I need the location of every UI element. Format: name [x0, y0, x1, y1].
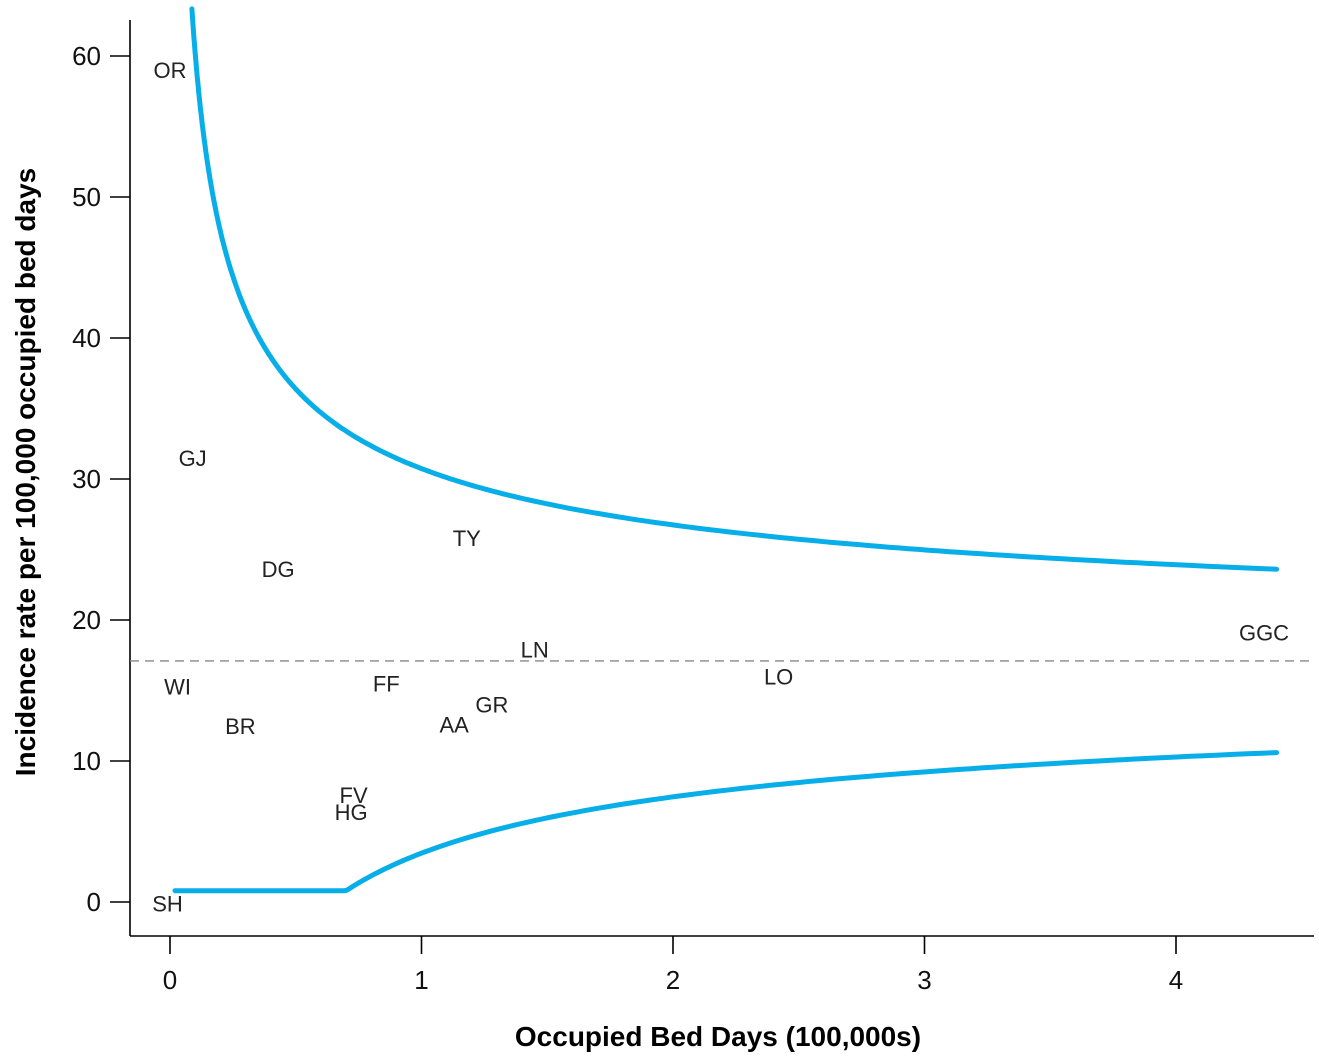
- y-ticks: 0 10 20 30 40 50 60: [72, 41, 130, 917]
- x-tick-label: 3: [917, 965, 931, 995]
- y-tick-label: 30: [72, 464, 101, 494]
- y-tick-label: 40: [72, 323, 101, 353]
- x-tick-label: 4: [1169, 965, 1183, 995]
- point-label-ff: FF: [373, 671, 400, 696]
- upper-control-limit: [189, 6, 1280, 572]
- y-tick-label: 20: [72, 605, 101, 635]
- point-label-ty: TY: [453, 526, 481, 551]
- point-label-br: BR: [225, 714, 256, 739]
- x-tick-label: 0: [163, 965, 177, 995]
- point-label-hg: HG: [335, 800, 368, 825]
- axes: [129, 20, 1314, 937]
- point-label-ln: LN: [521, 638, 549, 663]
- point-label-sh: SH: [152, 891, 183, 916]
- point-label-lo: LO: [764, 664, 793, 689]
- y-tick-label: 60: [72, 41, 101, 71]
- y-tick-label: 50: [72, 182, 101, 212]
- point-label-gr: GR: [475, 693, 508, 718]
- point-label-ggc: GGC: [1239, 621, 1289, 646]
- y-axis-title: Incidence rate per 100,000 occupied bed …: [10, 168, 41, 777]
- y-tick-label: 10: [72, 746, 101, 776]
- x-tick-label: 1: [414, 965, 428, 995]
- x-ticks: 0 1 2 3 4: [163, 936, 1183, 995]
- point-label-aa: AA: [440, 712, 470, 737]
- point-label-or: OR: [154, 58, 187, 83]
- y-tick-label: 0: [87, 887, 101, 917]
- x-tick-label: 2: [666, 965, 680, 995]
- point-label-wi: WI: [164, 674, 191, 699]
- point-label-fv: FV: [340, 783, 368, 808]
- lower-control-limit: [172, 750, 1280, 894]
- point-label-dg: DG: [262, 557, 295, 582]
- point-label-gj: GJ: [179, 446, 207, 471]
- x-axis-title: Occupied Bed Days (100,000s): [515, 1021, 921, 1052]
